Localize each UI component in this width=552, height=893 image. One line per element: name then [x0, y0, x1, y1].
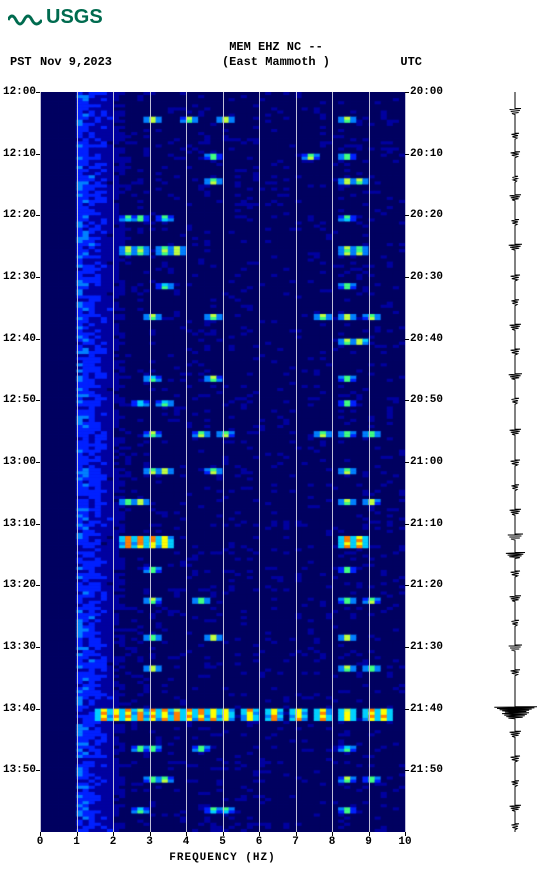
ytick-right: 20:00 [410, 87, 443, 98]
xtick-mark [296, 832, 297, 836]
xtick-mark [113, 832, 114, 836]
xtick-mark [332, 832, 333, 836]
xtick: 1 [67, 836, 87, 848]
ytick-right: 20:40 [410, 334, 443, 345]
header-line1: MEM EHZ NC -- [0, 40, 552, 54]
xtick: 6 [249, 836, 269, 848]
ytick-left: 12:40 [0, 334, 36, 345]
xtick-mark [77, 832, 78, 836]
ytick-mark [405, 154, 409, 155]
xtick: 10 [395, 836, 415, 848]
ytick-mark [405, 277, 409, 278]
ytick-mark [36, 585, 40, 586]
xtick: 0 [30, 836, 50, 848]
xtick-mark [186, 832, 187, 836]
xtick-mark [259, 832, 260, 836]
xtick: 2 [103, 836, 123, 848]
ytick-mark [36, 215, 40, 216]
ytick-left: 13:50 [0, 765, 36, 776]
seismogram-trace [490, 92, 540, 832]
ytick-right: 20:50 [410, 395, 443, 406]
ytick-right: 21:40 [410, 704, 443, 715]
grid-vertical [77, 92, 78, 832]
ytick-mark [36, 339, 40, 340]
ytick-right: 21:10 [410, 519, 443, 530]
ytick-right: 20:10 [410, 149, 443, 160]
ytick-mark [405, 215, 409, 216]
ytick-mark [405, 400, 409, 401]
xtick-mark [223, 832, 224, 836]
xtick: 9 [359, 836, 379, 848]
xtick: 7 [286, 836, 306, 848]
xtick-mark [150, 832, 151, 836]
ytick-left: 13:10 [0, 519, 36, 530]
ytick-left: 12:00 [0, 87, 36, 98]
ytick-left: 13:00 [0, 457, 36, 468]
ytick-right: 21:50 [410, 765, 443, 776]
usgs-logo: USGS [8, 6, 103, 29]
grid-vertical [332, 92, 333, 832]
ytick-mark [36, 277, 40, 278]
ytick-left: 12:20 [0, 210, 36, 221]
ytick-left: 13:30 [0, 642, 36, 653]
ytick-left: 13:20 [0, 580, 36, 591]
ytick-left: 13:40 [0, 704, 36, 715]
ytick-right: 21:00 [410, 457, 443, 468]
ytick-mark [405, 524, 409, 525]
x-axis-label: FREQUENCY (HZ) [40, 852, 405, 864]
ytick-left: 12:30 [0, 272, 36, 283]
ytick-left: 12:50 [0, 395, 36, 406]
ytick-mark [36, 400, 40, 401]
ytick-mark [36, 770, 40, 771]
grid-vertical [296, 92, 297, 832]
ytick-mark [405, 92, 409, 93]
ytick-mark [36, 524, 40, 525]
ytick-mark [405, 462, 409, 463]
grid-vertical [113, 92, 114, 832]
ytick-mark [405, 770, 409, 771]
ytick-mark [36, 709, 40, 710]
seismogram [490, 92, 540, 832]
spectrogram-plot [40, 92, 405, 832]
ytick-right: 21:20 [410, 580, 443, 591]
xtick: 3 [140, 836, 160, 848]
xtick: 4 [176, 836, 196, 848]
xtick-mark [405, 832, 406, 836]
grid-vertical [259, 92, 260, 832]
grid-vertical [150, 92, 151, 832]
xtick: 5 [213, 836, 233, 848]
ytick-mark [36, 462, 40, 463]
ytick-right: 20:30 [410, 272, 443, 283]
ytick-mark [405, 709, 409, 710]
xtick-mark [40, 832, 41, 836]
left-timezone: PST [10, 55, 32, 69]
ytick-mark [36, 92, 40, 93]
usgs-wave-icon [8, 8, 42, 28]
ytick-left: 12:10 [0, 149, 36, 160]
xtick-mark [369, 832, 370, 836]
grid-vertical [369, 92, 370, 832]
ytick-mark [36, 647, 40, 648]
ytick-mark [405, 339, 409, 340]
grid-vertical [40, 92, 41, 832]
usgs-text: USGS [46, 6, 103, 29]
grid-vertical [186, 92, 187, 832]
grid-vertical [223, 92, 224, 832]
ytick-mark [36, 154, 40, 155]
ytick-mark [405, 647, 409, 648]
ytick-mark [405, 585, 409, 586]
ytick-right: 21:30 [410, 642, 443, 653]
page: USGS MEM EHZ NC -- (East Mammoth ) PST N… [0, 0, 552, 893]
seismogram-path [494, 92, 537, 832]
xtick: 8 [322, 836, 342, 848]
right-timezone: UTC [400, 55, 422, 69]
header-date: Nov 9,2023 [40, 55, 112, 69]
ytick-right: 20:20 [410, 210, 443, 221]
